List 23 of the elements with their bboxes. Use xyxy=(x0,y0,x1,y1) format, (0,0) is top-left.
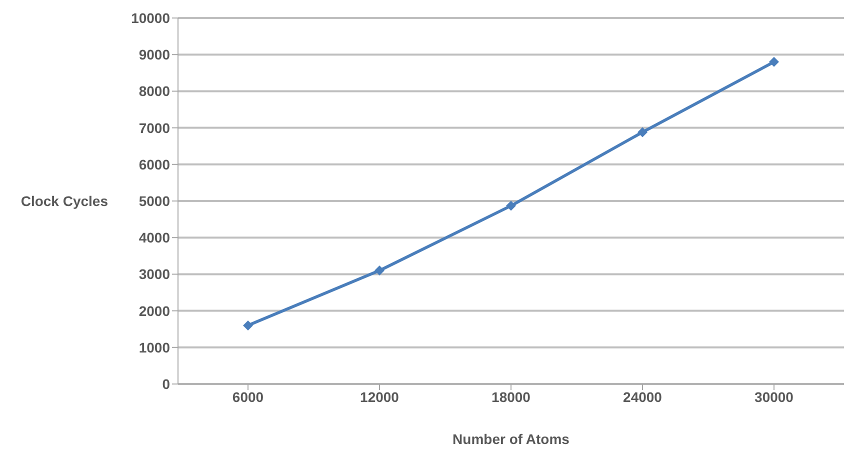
x-tick-label: 12000 xyxy=(360,388,400,405)
y-tick-label: 0 xyxy=(162,376,170,392)
y-tick-label: 7000 xyxy=(138,120,170,136)
y-tick-label: 1000 xyxy=(138,339,170,356)
y-tick-label: 10000 xyxy=(131,10,170,26)
y-tick-label: 2000 xyxy=(138,302,170,319)
x-tick-label: 24000 xyxy=(623,388,662,405)
x-tick-label: 18000 xyxy=(492,388,531,405)
x-tick-label: 30000 xyxy=(754,388,794,405)
point xyxy=(638,127,648,138)
x-axis-title: Number of Atoms xyxy=(452,431,570,447)
point xyxy=(769,56,779,67)
point xyxy=(243,320,253,330)
y-tick-label: 4000 xyxy=(138,230,170,246)
y-tick-label: 6000 xyxy=(138,156,170,172)
x-tick-label: 6000 xyxy=(232,388,264,405)
y-tick-label: 8000 xyxy=(138,83,170,100)
y-tick-label: 9000 xyxy=(138,46,170,63)
point xyxy=(374,266,384,276)
point xyxy=(506,200,516,211)
y-tick-label: 5000 xyxy=(138,192,170,209)
y-tick-label: 3000 xyxy=(138,266,170,282)
y-axis-title: Clock Cycles xyxy=(20,192,108,209)
